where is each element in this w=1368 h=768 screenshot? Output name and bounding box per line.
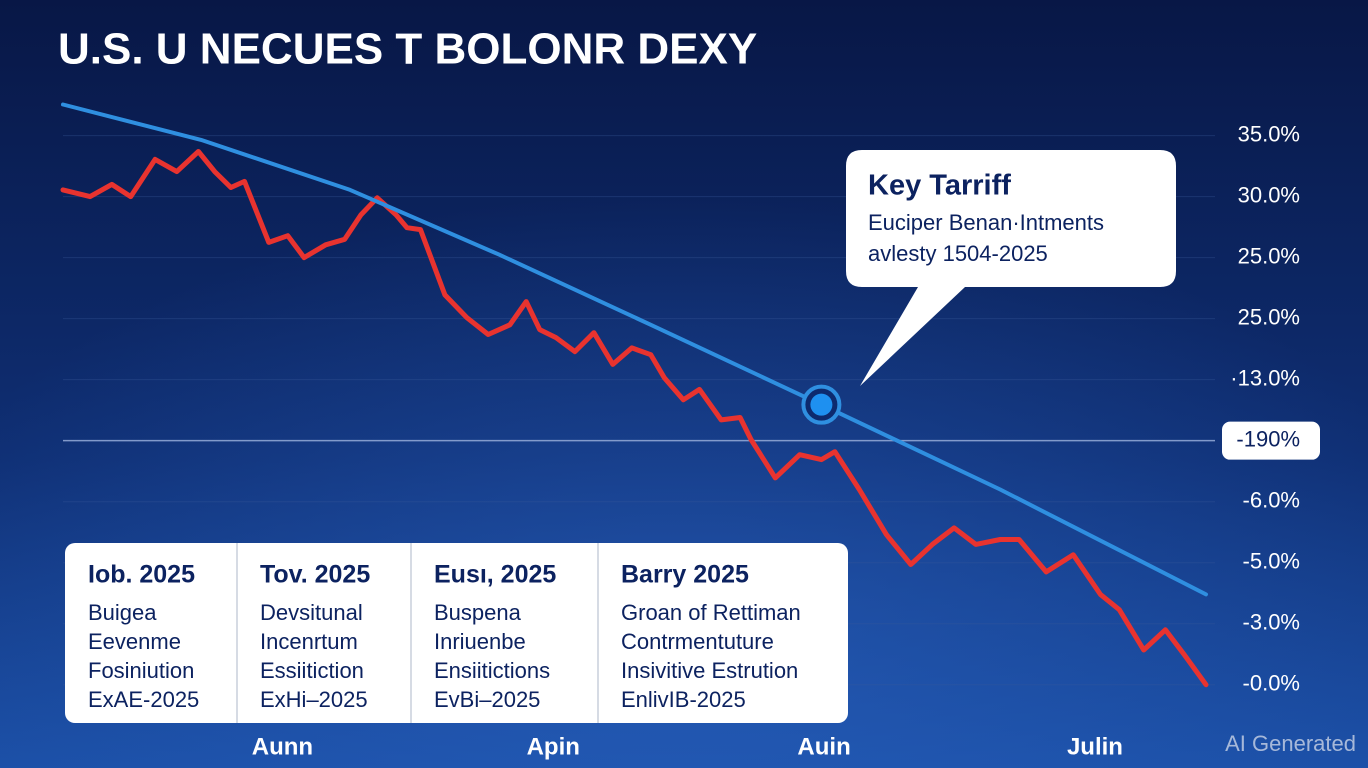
info-panel: Iob. 2025 Buigea Eevenme Fosiniution ExAE-20… — [65, 543, 848, 723]
plot-area: 35.0% 30.0% 25.0% 25.0% ·13.0% -190% -6.0% -5.0… — [60, 102, 1320, 760]
panel-line: EnlivIB-2025 — [621, 687, 746, 712]
panel-line: Ensiitictions — [434, 658, 550, 683]
panel-heading: Eusı, 2025 — [434, 561, 556, 589]
highlight-point — [810, 393, 833, 416]
y-tick-label: -6.0% — [1243, 488, 1300, 513]
x-tick-label: Apin — [527, 733, 580, 760]
line-series — [61, 102, 1208, 597]
y-tick-label: -5.0% — [1243, 549, 1300, 574]
panel-line: Buigea — [88, 600, 157, 625]
chart-title: U.S. U NECUES T BOLONR DEXY — [58, 25, 757, 74]
panel-line: EvBi–2025 — [434, 687, 540, 712]
panel-line: ExHi–2025 — [260, 687, 368, 712]
panel-line: Eevenme — [88, 629, 181, 654]
panel-line: Fosiniution — [88, 658, 194, 683]
highlight-tick-box — [1222, 421, 1320, 460]
callout: Key Tarriff Euciper Benan·Intments avlesty… — [846, 150, 1176, 386]
panel-heading: Barry 2025 — [621, 561, 749, 589]
panel-line: Insivitive Estrution — [621, 658, 798, 683]
callout-title: Key Tarriff — [868, 170, 1011, 202]
y-tick-label: 30.0% — [1238, 182, 1300, 207]
panel-heading: Tov. 2025 — [260, 561, 370, 589]
panel-line: Devsitunal — [260, 600, 363, 625]
watermark: AI Generated — [1225, 731, 1356, 756]
y-tick-label: 35.0% — [1238, 121, 1300, 146]
y-tick-label: 25.0% — [1238, 304, 1300, 329]
callout-line: Euciper Benan·Intments — [868, 210, 1104, 235]
x-tick-label: Aunn — [252, 733, 313, 760]
panel-line: Essiitiction — [260, 658, 364, 683]
callout-line: avlesty 1504-2025 — [868, 241, 1048, 266]
y-tick-label: -0.0% — [1243, 671, 1300, 696]
y-tick-label: ·13.0% — [1230, 365, 1300, 390]
panel-line: Buspena — [434, 600, 522, 625]
y-tick-label: -3.0% — [1243, 610, 1300, 635]
callout-box — [846, 150, 1176, 386]
panel-heading: Iob. 2025 — [88, 561, 195, 589]
x-tick-label: Julin — [1067, 733, 1123, 760]
line-series — [60, 149, 1209, 688]
panel-line: Inriuenbe — [434, 629, 526, 654]
panel-line: Groan of Rettiman — [621, 600, 801, 625]
y-tick-label: -190% — [1236, 426, 1300, 451]
x-tick-label: Auin — [797, 733, 850, 760]
panel-line: Contrmentuture — [621, 629, 774, 654]
panel-box — [65, 543, 848, 723]
y-tick-label: 25.0% — [1238, 243, 1300, 268]
panel-line: Incenrtum — [260, 629, 358, 654]
panel-line: ExAE-2025 — [88, 687, 199, 712]
